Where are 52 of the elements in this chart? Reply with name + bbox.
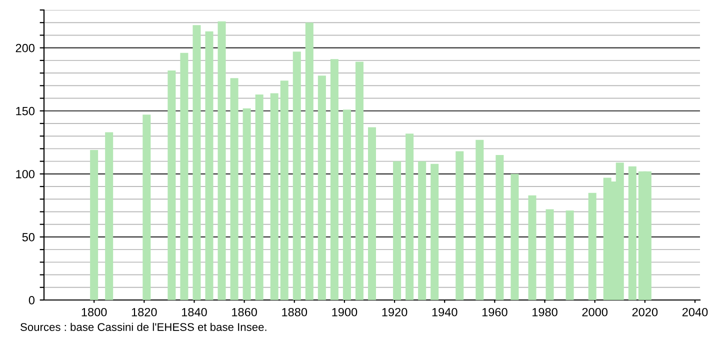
bar bbox=[406, 134, 414, 300]
bar bbox=[588, 192, 596, 300]
x-tick-label: 1960 bbox=[482, 308, 508, 316]
bar bbox=[192, 25, 201, 300]
x-tick-label: 1880 bbox=[282, 308, 308, 316]
bar bbox=[255, 94, 264, 300]
bar bbox=[566, 210, 574, 300]
bar bbox=[218, 21, 226, 300]
bar bbox=[430, 164, 439, 300]
bar bbox=[180, 52, 188, 300]
y-tick-label: 200 bbox=[16, 44, 35, 52]
x-tick-label: 1900 bbox=[332, 308, 358, 316]
source-note: Sources : base Cassini de l'EHESS et base Insee. bbox=[20, 322, 266, 331]
x-tick-label: 1860 bbox=[232, 308, 257, 316]
bar bbox=[330, 59, 338, 300]
x-tick-label: 1980 bbox=[532, 308, 558, 316]
bar bbox=[230, 78, 238, 300]
bar bbox=[105, 132, 114, 300]
y-tick-label: 0 bbox=[28, 296, 35, 304]
y-tick-label: 150 bbox=[16, 106, 35, 116]
bar bbox=[242, 108, 251, 300]
bar bbox=[355, 62, 364, 300]
bar bbox=[142, 114, 151, 300]
x-tick-label: 1940 bbox=[432, 308, 458, 316]
bar bbox=[280, 80, 288, 300]
x-tick-label: 1820 bbox=[132, 308, 157, 316]
bar bbox=[393, 161, 402, 300]
bar bbox=[292, 52, 301, 300]
bar bbox=[90, 150, 98, 300]
bar bbox=[528, 195, 536, 300]
bar bbox=[476, 140, 484, 300]
x-tick-label: 1800 bbox=[82, 308, 107, 316]
bar bbox=[496, 155, 504, 300]
bar bbox=[418, 161, 426, 300]
y-tick-label: 100 bbox=[16, 170, 35, 178]
bar bbox=[168, 70, 176, 300]
bar bbox=[628, 166, 636, 300]
x-tick-label: 1840 bbox=[182, 308, 207, 316]
bar bbox=[368, 127, 376, 300]
y-tick-label: 50 bbox=[22, 232, 35, 242]
x-tick-label: 1920 bbox=[382, 308, 408, 316]
bar bbox=[270, 93, 278, 300]
bar bbox=[456, 151, 464, 300]
x-tick-label: 2000 bbox=[582, 308, 608, 316]
bar bbox=[342, 110, 351, 300]
x-tick-label: 2020 bbox=[632, 308, 658, 316]
bar bbox=[510, 174, 519, 300]
bar bbox=[205, 31, 214, 300]
bar bbox=[318, 76, 326, 300]
bar bbox=[305, 22, 314, 300]
x-tick-label: 2040 bbox=[682, 308, 708, 316]
bar bbox=[546, 209, 554, 300]
